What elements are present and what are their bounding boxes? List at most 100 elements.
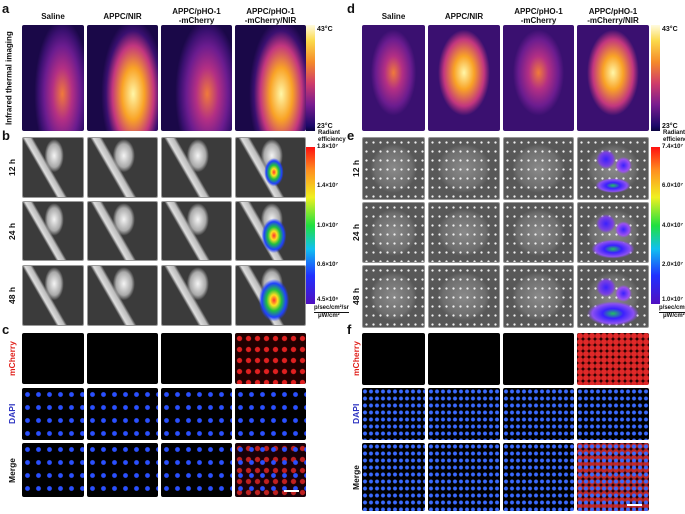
thermal-image	[362, 25, 425, 131]
fluorescence-image	[161, 265, 232, 326]
microscopy-image	[87, 388, 158, 440]
microscopy-image	[161, 443, 232, 497]
row-label: 48 h	[7, 287, 17, 305]
column-header: APPC/pHO-1	[246, 7, 295, 16]
column-header: APPC/NIR	[444, 12, 484, 21]
microscopy-image	[362, 388, 425, 440]
thermal-image	[577, 25, 649, 131]
fluorescence-image	[577, 137, 649, 200]
column-header: -mCherry/NIR	[587, 16, 639, 25]
row-label: Infrared thermal imaging	[4, 31, 14, 125]
column-header: APPC/pHO-1	[172, 7, 221, 16]
fluorescence-image	[87, 201, 158, 261]
fluorescence-image	[87, 137, 158, 198]
column-header: APPC/pHO-1	[514, 7, 563, 16]
column-header: Saline	[41, 12, 65, 21]
microscopy-image	[503, 333, 574, 385]
fluorescence-image	[428, 202, 500, 263]
fluorescence-image	[503, 137, 574, 200]
row-label: 12 h	[7, 159, 17, 177]
row-label: DAPI	[351, 403, 361, 425]
fluorescence-image	[428, 137, 500, 200]
scale-tick-label: 1.0×10⁷	[317, 222, 338, 229]
microscopy-image	[22, 333, 84, 384]
microscopy-image	[503, 388, 574, 440]
fluorescence-colorbar	[651, 147, 660, 304]
column-header: -mCherry	[178, 16, 215, 25]
fluorescence-image	[503, 202, 574, 263]
column-header: Saline	[381, 12, 406, 21]
scale-tick-label: 2.0×10⁷	[662, 261, 683, 268]
row-label: Merge	[7, 457, 17, 483]
microscopy-image	[161, 388, 232, 440]
scale-units: p/sec/cm²/sr	[314, 305, 350, 313]
scale-tick-label: 6.0×10⁷	[662, 183, 683, 190]
scale-units: μW/cm²	[663, 313, 685, 319]
microscopy-image	[577, 333, 649, 385]
thermal-colorbar	[651, 25, 660, 131]
microscopy-image	[161, 333, 232, 384]
row-label: mCherry	[351, 341, 361, 377]
scale-units: μW/cm²	[318, 313, 340, 319]
fluorescence-image	[235, 137, 306, 198]
scale-tick-label: 1.0×10⁷	[662, 297, 683, 303]
scale-title: Radiant	[663, 130, 685, 136]
fluorescence-colorbar	[306, 147, 315, 304]
microscopy-image	[87, 443, 158, 497]
microscopy-image	[428, 388, 500, 440]
fluorescence-image	[87, 265, 158, 326]
scale-tick-label: 1.8×10⁷	[317, 144, 338, 150]
microscopy-image	[22, 443, 84, 497]
fluorescence-image	[503, 265, 574, 328]
scale-tick-label: 4.5×10⁶	[317, 297, 339, 303]
microscopy-image	[503, 443, 574, 511]
scale-tick-label: 1.4×10⁷	[317, 183, 338, 190]
panel-letter: d	[347, 1, 355, 16]
microscopy-image	[362, 333, 425, 385]
fluorescence-image	[577, 265, 649, 328]
microscopy-image	[235, 388, 306, 440]
fluorescence-image	[235, 201, 306, 261]
row-label: mCherry	[7, 341, 17, 376]
microscopy-image	[235, 333, 306, 384]
panel-letter: f	[347, 322, 352, 337]
thermal-image	[22, 25, 84, 131]
column-header: -mCherry/NIR	[244, 16, 297, 25]
scale-bar	[627, 504, 642, 506]
scale-title: Radiant	[318, 130, 341, 136]
row-label: 24 h	[351, 224, 361, 242]
fluorescence-image	[22, 265, 84, 326]
fluorescence-image	[577, 202, 649, 263]
thermal-colorbar	[306, 25, 315, 131]
scale-tick-label: 0.6×10⁷	[317, 261, 338, 268]
scale-bar	[284, 490, 299, 492]
fluorescence-image	[22, 201, 84, 261]
column-header: -mCherry	[520, 16, 557, 25]
thermal-image	[428, 25, 500, 131]
fluorescence-image	[161, 201, 232, 261]
row-label: 12 h	[351, 160, 361, 178]
panel-letter: c	[2, 322, 10, 337]
scale-min: 23°C	[317, 123, 333, 130]
thermal-image	[87, 25, 158, 131]
microscopy-image	[87, 333, 158, 384]
microscopy-image	[362, 443, 425, 511]
scale-units: p/sec/cm²/sr	[659, 305, 685, 313]
microscopy-image	[577, 388, 649, 440]
microscopy-image	[428, 333, 500, 385]
fluorescence-image	[22, 137, 84, 198]
scale-max: 43°C	[662, 26, 678, 33]
microscopy-image	[428, 443, 500, 511]
microscopy-image	[22, 388, 84, 440]
panel-letter: e	[347, 128, 355, 143]
panel-letter: b	[2, 128, 10, 143]
row-label: 24 h	[7, 222, 17, 240]
row-label: DAPI	[7, 403, 17, 425]
microscopy-image	[577, 443, 649, 511]
fluorescence-image	[161, 137, 232, 198]
microscopy-image	[235, 443, 306, 497]
scale-title: efficiency	[318, 137, 346, 143]
row-label: 48 h	[351, 288, 361, 306]
fluorescence-image	[362, 202, 425, 263]
